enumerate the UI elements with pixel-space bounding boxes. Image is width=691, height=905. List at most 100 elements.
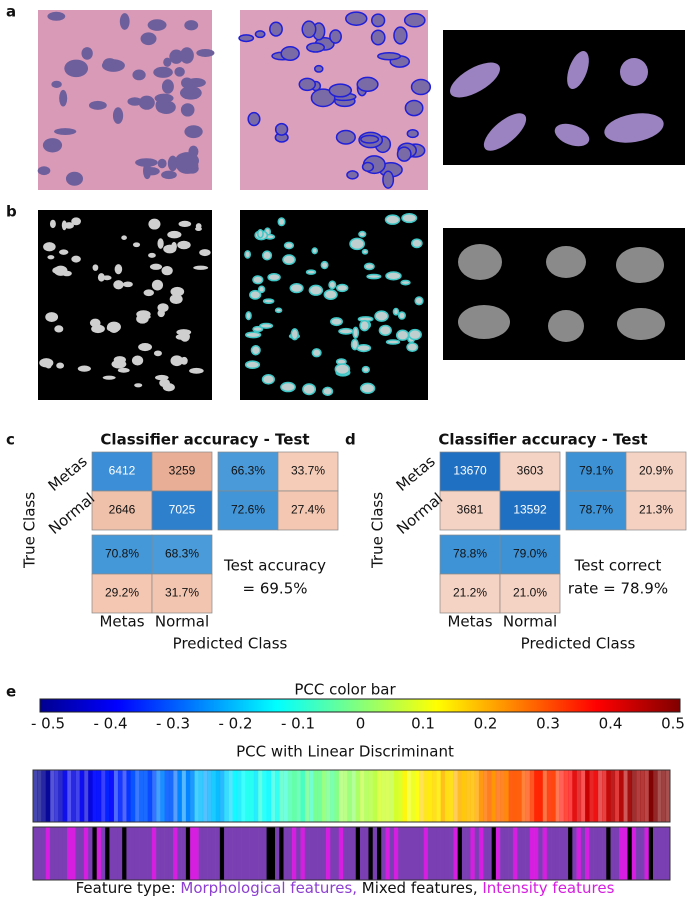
strip-line xyxy=(228,827,233,880)
cell-text: 20.9% xyxy=(639,464,673,478)
strip-line xyxy=(458,770,463,822)
panel-label: d xyxy=(345,431,356,449)
strip-line xyxy=(640,770,645,822)
strip-line xyxy=(653,827,658,880)
nucleus xyxy=(386,215,400,224)
strip-line xyxy=(109,770,114,822)
strip-line xyxy=(356,770,361,822)
strip-line xyxy=(58,827,63,880)
strip-line xyxy=(250,770,255,822)
axis-label: Predicted Class xyxy=(521,635,636,653)
strip-line xyxy=(598,827,603,880)
strip-line xyxy=(84,770,89,822)
strip-line xyxy=(453,827,458,880)
cell-text: 6412 xyxy=(109,464,136,478)
strip-line xyxy=(662,770,667,822)
nucleus xyxy=(312,349,321,357)
nucleus xyxy=(112,360,127,369)
strip-line xyxy=(521,827,526,880)
strip-line xyxy=(649,770,654,822)
strip-line xyxy=(432,770,437,822)
cell-text: 72.6% xyxy=(231,503,265,517)
nucleus xyxy=(361,135,379,143)
nucleus xyxy=(357,77,378,91)
panel-label: b xyxy=(6,203,17,221)
strip-line xyxy=(165,770,170,822)
colorbar-tick: 0.2 xyxy=(474,715,498,733)
strip-line xyxy=(224,827,229,880)
nucleus xyxy=(177,241,190,250)
nucleus xyxy=(180,47,194,63)
strip-line xyxy=(415,827,420,880)
nucleus xyxy=(59,90,67,107)
nucleus xyxy=(255,31,264,38)
strip-line xyxy=(598,770,603,822)
strip-line xyxy=(581,770,586,822)
strip-line xyxy=(339,770,344,822)
matrix-title: Classifier accuracy - Test xyxy=(438,431,647,449)
strip-line xyxy=(309,827,314,880)
strip-line xyxy=(492,770,497,822)
nucleus xyxy=(159,379,170,387)
strip-line xyxy=(203,827,208,880)
strip-line xyxy=(547,770,552,822)
strip-line xyxy=(33,827,38,880)
strip-line xyxy=(449,827,454,880)
strip-line xyxy=(555,827,560,880)
strip-line xyxy=(118,827,123,880)
strip-line xyxy=(615,770,620,822)
image-panels xyxy=(38,10,685,400)
nucleus xyxy=(307,43,324,52)
strip-line xyxy=(160,770,165,822)
strip-line xyxy=(449,770,454,822)
nucleus xyxy=(113,107,123,124)
nucleus xyxy=(54,128,76,135)
strip-line xyxy=(611,827,616,880)
strip-line xyxy=(577,827,582,880)
strip-line xyxy=(487,770,492,822)
strip-line xyxy=(50,770,55,822)
strip-line xyxy=(182,827,187,880)
nucleus xyxy=(458,244,502,280)
panel-label: e xyxy=(6,683,16,701)
nucleus xyxy=(246,361,260,368)
strip-line xyxy=(619,827,624,880)
colorbar xyxy=(40,699,680,712)
strip-line xyxy=(75,770,80,822)
strip-line xyxy=(487,827,492,880)
nucleus xyxy=(91,325,105,334)
cell-text: 78.8% xyxy=(453,547,487,561)
strip-line xyxy=(538,827,543,880)
nucleus xyxy=(620,58,648,86)
col-label: Normal xyxy=(155,613,209,631)
strip-line xyxy=(190,827,195,880)
nucleus xyxy=(193,266,208,270)
nucleus xyxy=(195,227,202,231)
strip-line xyxy=(547,827,552,880)
nucleus xyxy=(161,171,177,179)
nucleus xyxy=(144,289,154,296)
strip-line xyxy=(203,770,208,822)
nucleus xyxy=(246,332,261,337)
cell-text: 21.0% xyxy=(513,586,547,600)
strip-line xyxy=(284,827,289,880)
nucleus xyxy=(350,238,364,249)
strip-line xyxy=(101,770,106,822)
strip-line xyxy=(640,827,645,880)
strip-line xyxy=(296,770,301,822)
nucleus xyxy=(372,14,385,26)
strip-line xyxy=(356,827,361,880)
strip-line xyxy=(292,770,297,822)
strip-line xyxy=(585,770,590,822)
strip-line xyxy=(352,770,357,822)
nucleus xyxy=(54,325,63,332)
nucleus xyxy=(50,220,56,228)
strip-line xyxy=(224,770,229,822)
strip-line xyxy=(653,770,658,822)
strip-line xyxy=(37,770,42,822)
nucleus xyxy=(47,255,54,259)
nucleus xyxy=(263,251,272,260)
nucleus xyxy=(362,367,369,373)
strip-line xyxy=(262,770,267,822)
strip-line xyxy=(628,827,633,880)
